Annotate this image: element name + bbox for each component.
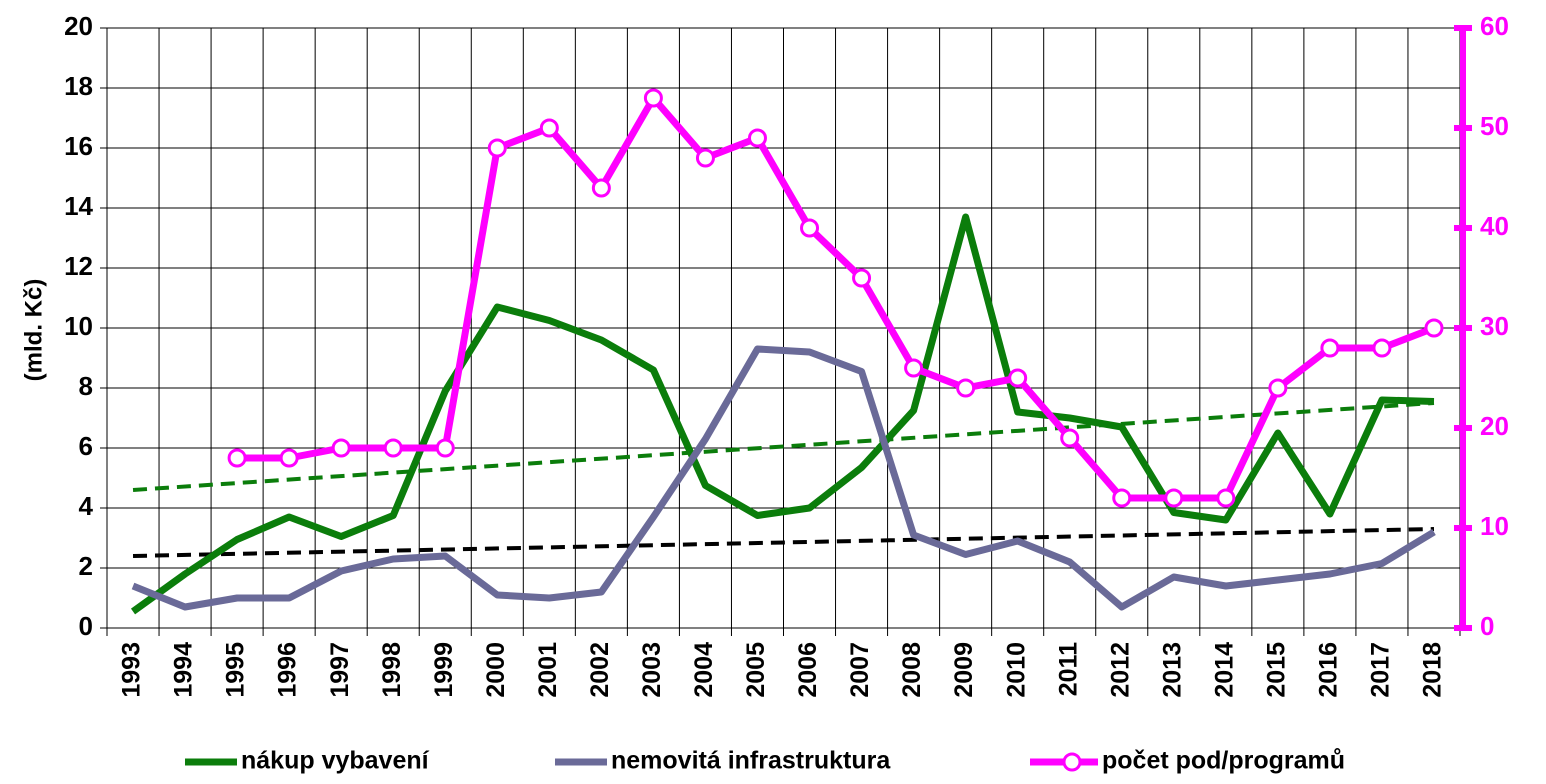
point bbox=[800, 218, 820, 238]
y2-tick-label: 40 bbox=[1480, 211, 1509, 241]
point bbox=[435, 438, 455, 458]
series-line bbox=[131, 345, 1436, 611]
point bbox=[1060, 428, 1080, 448]
y2-tick-label: 20 bbox=[1480, 411, 1509, 441]
legend-marker bbox=[1062, 752, 1082, 772]
y-tick-label: 12 bbox=[64, 251, 93, 281]
point bbox=[1112, 488, 1132, 508]
point bbox=[227, 448, 247, 468]
point bbox=[1216, 488, 1236, 508]
x-tick-label: 2002 bbox=[586, 642, 614, 698]
x-tick-label: 1998 bbox=[378, 642, 406, 698]
x-tick-label: 2010 bbox=[1002, 642, 1030, 698]
y2-tick-label: 10 bbox=[1480, 511, 1509, 541]
y2-tick-label: 30 bbox=[1480, 311, 1509, 341]
x-tick-label: 2005 bbox=[742, 642, 770, 698]
x-tick-label: 2013 bbox=[1158, 642, 1186, 698]
point bbox=[331, 438, 351, 458]
y-tick-label: 2 bbox=[79, 551, 93, 581]
point bbox=[1268, 378, 1288, 398]
y-tick-label: 0 bbox=[79, 611, 93, 641]
x-tick-label: 1999 bbox=[430, 642, 458, 698]
x-tick-label: 2007 bbox=[846, 642, 874, 698]
point bbox=[1164, 488, 1184, 508]
point bbox=[539, 118, 559, 138]
legend-label: nemovitá infrastruktura bbox=[611, 747, 891, 775]
point bbox=[904, 358, 924, 378]
y-tick-label: 8 bbox=[79, 371, 93, 401]
x-tick-label: 2008 bbox=[898, 642, 926, 698]
x-tick-label: 2004 bbox=[690, 642, 718, 698]
y-axis-label: (mld. Kč) bbox=[20, 279, 47, 382]
y-tick-label: 18 bbox=[64, 71, 93, 101]
legend-label: nákup vybavení bbox=[241, 747, 430, 775]
x-tick-label: 2014 bbox=[1210, 642, 1238, 698]
x-tick-label: 2018 bbox=[1419, 642, 1447, 698]
y-tick-label: 14 bbox=[64, 191, 93, 221]
point bbox=[487, 138, 507, 158]
x-tick-label: 2009 bbox=[950, 642, 978, 698]
point bbox=[1424, 318, 1444, 338]
trend-line bbox=[132, 527, 1435, 558]
y-tick-label: 6 bbox=[79, 431, 93, 461]
y-tick-label: 20 bbox=[64, 11, 93, 41]
y-tick-label: 10 bbox=[64, 311, 93, 341]
point bbox=[383, 438, 403, 458]
legend-label: počet pod/programů bbox=[1102, 747, 1345, 775]
point bbox=[695, 148, 715, 168]
x-tick-label: 2003 bbox=[638, 642, 666, 698]
y2-tick-label: 50 bbox=[1480, 111, 1509, 141]
x-tick-label: 1997 bbox=[326, 642, 354, 698]
x-tick-label: 2000 bbox=[482, 642, 510, 698]
x-tick-label: 1993 bbox=[118, 642, 146, 698]
x-tick-label: 2006 bbox=[794, 642, 822, 698]
x-tick-label: 2001 bbox=[534, 642, 562, 698]
y2-tick-label: 60 bbox=[1480, 11, 1509, 41]
x-tick-label: 2012 bbox=[1106, 642, 1134, 698]
point bbox=[279, 448, 299, 468]
point bbox=[852, 268, 872, 288]
trend-line bbox=[132, 401, 1435, 492]
series-line bbox=[130, 213, 1435, 615]
point bbox=[1372, 338, 1392, 358]
x-tick-label: 2016 bbox=[1315, 642, 1343, 698]
y-tick-label: 4 bbox=[79, 491, 94, 521]
x-tick-label: 2011 bbox=[1054, 642, 1082, 696]
x-tick-label: 1996 bbox=[274, 642, 302, 698]
point bbox=[591, 178, 611, 198]
y2-tick-label: 0 bbox=[1480, 611, 1494, 641]
point bbox=[747, 128, 767, 148]
point bbox=[1320, 338, 1340, 358]
point bbox=[643, 88, 663, 108]
x-tick-label: 2015 bbox=[1262, 642, 1290, 698]
x-tick-label: 1994 bbox=[170, 642, 198, 698]
y-tick-label: 16 bbox=[64, 131, 93, 161]
point bbox=[1008, 368, 1028, 388]
x-tick-label: 2017 bbox=[1367, 642, 1395, 698]
point bbox=[956, 378, 976, 398]
x-tick-label: 1995 bbox=[222, 642, 250, 698]
